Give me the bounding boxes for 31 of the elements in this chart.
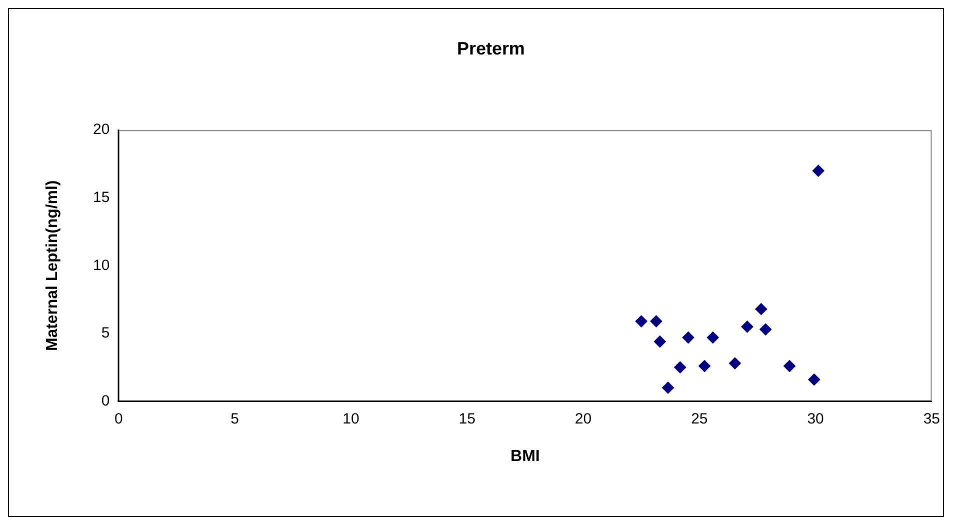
x-tick-label: 15	[458, 410, 476, 428]
y-axis-title: Maternal Leptin(ng/ml)	[44, 180, 61, 352]
point	[635, 315, 648, 328]
x-tick-label: 25	[691, 410, 708, 428]
x-tick-label: 10	[342, 410, 360, 428]
point	[728, 357, 741, 370]
y-tick-label: 0	[101, 392, 110, 410]
y-tick-label: 5	[101, 324, 110, 342]
point	[812, 164, 824, 177]
x-tick-label: 20	[574, 410, 592, 428]
x-tick-label: 5	[230, 410, 239, 428]
point	[674, 361, 686, 374]
point	[682, 332, 694, 344]
point	[698, 360, 710, 372]
y-tick-label: 15	[93, 189, 110, 206]
x-axis-title: BMI	[510, 448, 540, 466]
point	[808, 374, 820, 386]
point	[654, 336, 666, 348]
point	[706, 332, 719, 344]
point	[741, 320, 754, 333]
point	[760, 323, 772, 336]
y-tick-label: 20	[93, 121, 110, 138]
point	[755, 303, 768, 316]
point	[662, 382, 674, 394]
point	[650, 315, 662, 328]
x-tick-label: 35	[923, 410, 940, 428]
x-tick-label: 30	[807, 410, 824, 428]
chart-title: Preterm	[457, 38, 525, 59]
point	[784, 360, 796, 372]
x-tick-label: 0	[114, 410, 123, 428]
y-tick-label: 10	[93, 256, 110, 274]
